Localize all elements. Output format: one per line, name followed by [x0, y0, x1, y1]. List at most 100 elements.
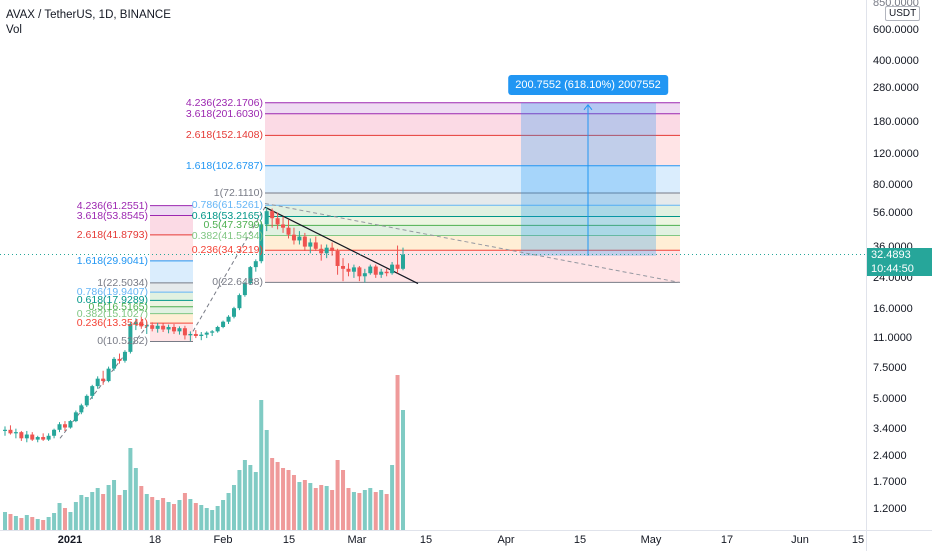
volume-bar: [291, 475, 296, 530]
volume-bar: [3, 512, 7, 530]
fib-level-label: 0(10.5282): [97, 335, 148, 348]
fib-level-label: 0.786(19.9407): [76, 286, 148, 299]
candle-body: [324, 247, 329, 254]
candle-body: [264, 211, 269, 225]
fib-zone: [265, 216, 680, 226]
volume-bar: [242, 460, 247, 530]
price-tick: 80.0000: [873, 179, 913, 191]
candle-body: [302, 236, 307, 247]
candle-body: [237, 295, 242, 309]
candle-body: [177, 328, 182, 332]
volume-bar: [144, 494, 149, 530]
price-tick: 400.0000: [873, 54, 919, 67]
fib-zone: [150, 234, 193, 261]
candle-body: [188, 333, 193, 336]
fib-level-label: 4.236(232.1706): [185, 96, 263, 109]
fib-level-label: 0.236(13.3544): [76, 317, 148, 330]
time-tick: Mar: [347, 534, 367, 546]
fib-zone: [265, 205, 680, 217]
chart-legend: AVAX / TetherUS, 1D, BINANCE Vol: [6, 8, 171, 38]
candle-body: [384, 271, 389, 274]
fib-level-label: 3.618(201.6030): [185, 107, 263, 120]
volume-bar: [84, 497, 89, 530]
projection-line: [264, 202, 681, 284]
candle-body: [346, 268, 351, 272]
indicator-label[interactable]: Vol: [6, 24, 22, 36]
fib-extension-small: [150, 205, 193, 342]
symbol-title[interactable]: AVAX / TetherUS, 1D, BINANCE: [6, 9, 171, 21]
volume-bar: [330, 490, 335, 530]
volume-bar: [52, 513, 57, 530]
volume-bars: [3, 375, 405, 530]
volume-bar: [362, 490, 367, 530]
price-tick: 1.7000: [873, 476, 907, 489]
fib-level-label: 0.236(34.3219): [191, 244, 263, 257]
volume-bar: [253, 472, 258, 530]
price-tick: 7.5000: [873, 361, 907, 374]
price-range-measure: [521, 102, 656, 256]
fib-level-label: 0(22.6488): [212, 276, 263, 289]
candle-body: [373, 266, 378, 275]
volume-bar: [133, 468, 138, 530]
volume-bar: [79, 495, 84, 530]
volume-bar: [57, 503, 62, 530]
volume-bar: [46, 517, 51, 530]
candle-body: [8, 429, 13, 434]
volume-bar: [324, 486, 329, 530]
fib-level-label: 1.618(102.6787): [185, 159, 263, 172]
volume-bar: [139, 486, 144, 530]
volume-bar: [128, 448, 133, 530]
volume-bar: [177, 500, 182, 530]
time-tick: Apr: [497, 534, 515, 546]
volume-bar: [215, 506, 220, 530]
volume-bar: [351, 492, 356, 530]
volume-bar: [101, 494, 106, 530]
volume-bar: [390, 465, 395, 530]
time-axis[interactable]: 2021 18 Feb 15 Mar 15 Apr 15 May 17 Jun 15: [0, 530, 866, 551]
volume-bar: [13, 516, 18, 530]
fib-zone: [150, 260, 193, 283]
currency-unit-badge[interactable]: USDT: [885, 6, 921, 21]
candle-body: [101, 378, 106, 382]
price-chart-canvas[interactable]: [0, 0, 866, 530]
chart-pane[interactable]: AVAX / TetherUS, 1D, BINANCE Vol 4.236(6…: [0, 0, 866, 530]
price-tick: 5.0000: [873, 392, 907, 405]
candle-body: [133, 322, 138, 325]
volume-bar: [226, 493, 231, 530]
axis-corner: [866, 530, 932, 551]
candle-body: [46, 435, 51, 440]
volume-bar: [204, 508, 209, 530]
fib-level-label: 1(72.1110): [213, 187, 263, 199]
candle-body: [30, 434, 35, 440]
volume-bar: [395, 375, 400, 530]
fib-zone: [150, 306, 193, 314]
candle-body: [242, 283, 247, 296]
fib-zone: [150, 292, 193, 301]
candle-body: [248, 267, 253, 284]
candle-body: [172, 326, 177, 332]
candle-body: [390, 264, 395, 274]
volume-bar: [401, 410, 405, 530]
price-tick: 11.0000: [873, 332, 912, 345]
candles: [3, 207, 405, 443]
volume-bar: [384, 494, 389, 530]
candle-body: [161, 325, 166, 330]
volume-bar: [281, 468, 286, 530]
candle-body: [13, 432, 18, 434]
fib-extension-large: [265, 102, 680, 283]
candle-body: [90, 386, 95, 396]
fib-zone: [265, 165, 680, 194]
fib-zone: [150, 205, 193, 216]
candle-body: [41, 437, 46, 440]
candle-body: [68, 421, 73, 428]
volume-bar: [341, 470, 346, 530]
fib-zone: [150, 300, 193, 307]
volume-bar: [90, 492, 95, 530]
fib-level-label: 4.236(61.2551): [76, 199, 148, 212]
candle-body: [79, 405, 84, 413]
price-axis[interactable]: 850.0000 USDT 600.0000 400.0000 280.0000 18…: [866, 0, 932, 530]
fib-level-label: 0.382(15.1027): [76, 307, 148, 320]
volume-bar: [248, 465, 253, 530]
candle-body: [226, 316, 231, 322]
time-tick: 15: [573, 534, 587, 546]
